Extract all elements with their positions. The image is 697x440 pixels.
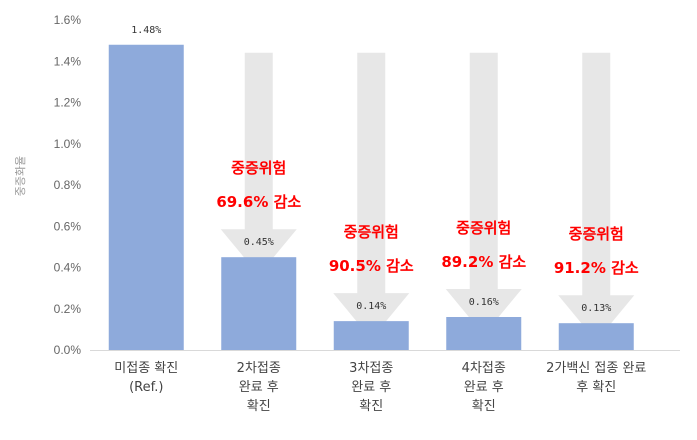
reduction-annotation-value: 90.5% 감소 — [329, 257, 414, 275]
x-tick-label: 확진 — [247, 399, 271, 414]
x-tick-label: 후 확진 — [576, 380, 616, 395]
x-tick-label: (Ref.) — [129, 380, 163, 395]
bar — [333, 321, 409, 350]
reduction-arrow — [333, 52, 410, 340]
bar — [446, 317, 522, 350]
reduction-annotation-title: 중증위험 — [456, 219, 511, 237]
y-tick-label: 1.2% — [54, 96, 82, 110]
bar — [221, 257, 297, 350]
x-tick-label: 확진 — [359, 399, 383, 414]
reduction-annotation-value: 89.2% 감소 — [441, 253, 526, 271]
data-label: 0.45% — [244, 237, 274, 248]
y-axis-label: 중증화율 — [14, 156, 27, 196]
data-label: 0.16% — [469, 297, 499, 308]
y-tick-label: 0.8% — [54, 178, 82, 192]
bars-layer — [108, 44, 634, 350]
reduction-arrow — [220, 52, 297, 276]
y-tick-label: 0.2% — [54, 302, 82, 316]
reduction-arrow — [445, 52, 522, 335]
y-tick-label: 0.6% — [54, 219, 82, 233]
labels-layer: 0.0% 0.2% 0.4% 0.6% 0.8% 1.0% 1.2% 1.4% 1.6% 1.48… — [54, 13, 647, 414]
x-tick-label: 완료 후 — [464, 380, 504, 395]
x-tick-label: 완료 후 — [351, 380, 391, 395]
bar — [558, 323, 634, 350]
y-tick-label: 1.6% — [54, 13, 82, 27]
y-tick-label: 0.4% — [54, 261, 82, 275]
x-tick-label: 4차접종 — [462, 361, 506, 376]
x-tick-label: 3차접종 — [349, 361, 393, 376]
y-tick-label: 1.4% — [54, 54, 82, 68]
x-tick-label: 2가백신 접종 완료 — [546, 361, 646, 376]
y-tick-label: 1.0% — [54, 137, 82, 151]
data-label: 0.14% — [356, 301, 386, 312]
reduction-annotation-value: 69.6% 감소 — [216, 193, 301, 211]
reduction-arrow — [558, 52, 635, 342]
x-tick-label: 2차접종 — [237, 361, 281, 376]
reduction-annotation-title: 중증위험 — [344, 223, 399, 241]
data-label: 1.48% — [131, 25, 161, 36]
data-label: 0.13% — [581, 303, 611, 314]
reduction-annotation-value: 91.2% 감소 — [554, 259, 639, 277]
reduction-annotation-title: 중증위험 — [569, 225, 624, 243]
x-tick-label: 완료 후 — [239, 380, 279, 395]
x-tick-label: 확진 — [472, 399, 496, 414]
reduction-annotation-title: 중증위험 — [231, 159, 286, 177]
arrows-layer — [220, 52, 635, 342]
x-tick-label: 미접종 확진 — [114, 361, 178, 376]
bar — [108, 44, 184, 350]
y-tick-label: 0.0% — [54, 343, 82, 357]
